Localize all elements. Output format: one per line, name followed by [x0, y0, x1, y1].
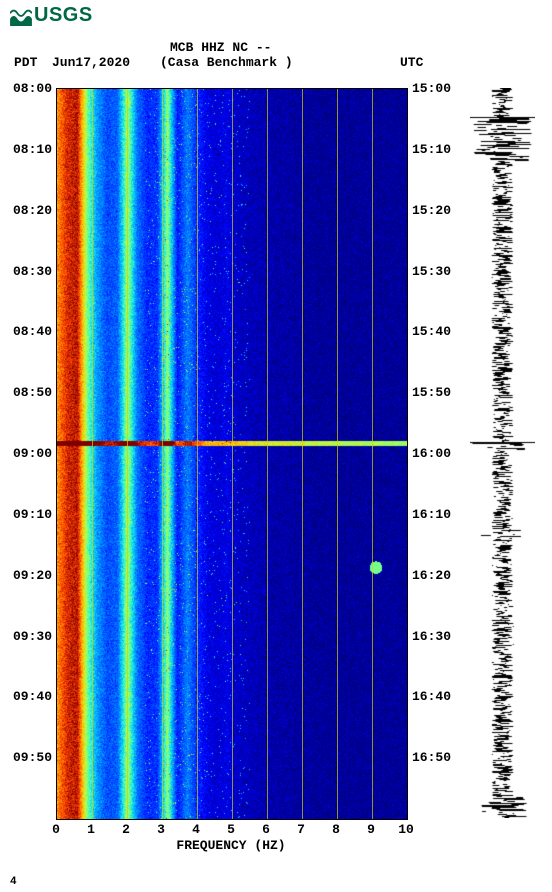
freq-tick: 3	[151, 822, 171, 837]
left-time-tick: 09:20	[4, 568, 52, 583]
date-label: Jun17,2020	[52, 55, 130, 70]
freq-tick: 10	[396, 822, 416, 837]
freq-tick: 8	[326, 822, 346, 837]
grid-line	[232, 89, 233, 819]
left-time-tick: 09:00	[4, 446, 52, 461]
grid-line	[162, 89, 163, 819]
left-time-tick: 08:40	[4, 324, 52, 339]
freq-tick: 2	[116, 822, 136, 837]
grid-line	[372, 89, 373, 819]
x-axis-label: FREQUENCY (HZ)	[56, 838, 406, 853]
left-time-tick: 09:40	[4, 689, 52, 704]
usgs-logo: USGS	[10, 4, 93, 27]
left-time-tick: 08:20	[4, 203, 52, 218]
seismogram-plot	[470, 88, 535, 818]
left-time-tick: 09:30	[4, 629, 52, 644]
right-time-tick: 16:40	[412, 689, 451, 704]
left-time-tick: 09:10	[4, 507, 52, 522]
left-time-tick: 08:30	[4, 264, 52, 279]
grid-line	[127, 89, 128, 819]
right-time-tick: 16:00	[412, 446, 451, 461]
freq-tick: 0	[46, 822, 66, 837]
footer-mark: 4	[10, 876, 17, 888]
tz-left-label: PDT	[14, 55, 37, 70]
usgs-wave-icon	[10, 6, 32, 26]
right-time-tick: 15:50	[412, 385, 451, 400]
right-time-tick: 15:30	[412, 264, 451, 279]
right-time-tick: 16:30	[412, 629, 451, 644]
grid-line	[197, 89, 198, 819]
freq-tick: 1	[81, 822, 101, 837]
left-time-tick: 08:10	[4, 142, 52, 157]
right-time-tick: 16:50	[412, 750, 451, 765]
freq-tick: 5	[221, 822, 241, 837]
right-time-tick: 16:20	[412, 568, 451, 583]
tz-right-label: UTC	[400, 55, 423, 70]
freq-tick: 9	[361, 822, 381, 837]
freq-tick: 7	[291, 822, 311, 837]
left-time-tick: 08:00	[4, 81, 52, 96]
grid-line	[337, 89, 338, 819]
left-time-tick: 09:50	[4, 750, 52, 765]
seismogram-canvas	[470, 88, 535, 818]
left-time-tick: 08:50	[4, 385, 52, 400]
grid-line	[302, 89, 303, 819]
grid-line	[267, 89, 268, 819]
grid-line	[92, 89, 93, 819]
freq-tick: 4	[186, 822, 206, 837]
right-time-tick: 15:40	[412, 324, 451, 339]
right-time-tick: 15:10	[412, 142, 451, 157]
right-time-tick: 15:20	[412, 203, 451, 218]
freq-tick: 6	[256, 822, 276, 837]
station-label: MCB HHZ NC --	[170, 40, 271, 55]
right-time-tick: 15:00	[412, 81, 451, 96]
spectrogram-plot	[56, 88, 408, 820]
right-time-tick: 16:10	[412, 507, 451, 522]
usgs-logo-text: USGS	[34, 4, 93, 27]
site-label: (Casa Benchmark )	[160, 55, 293, 70]
